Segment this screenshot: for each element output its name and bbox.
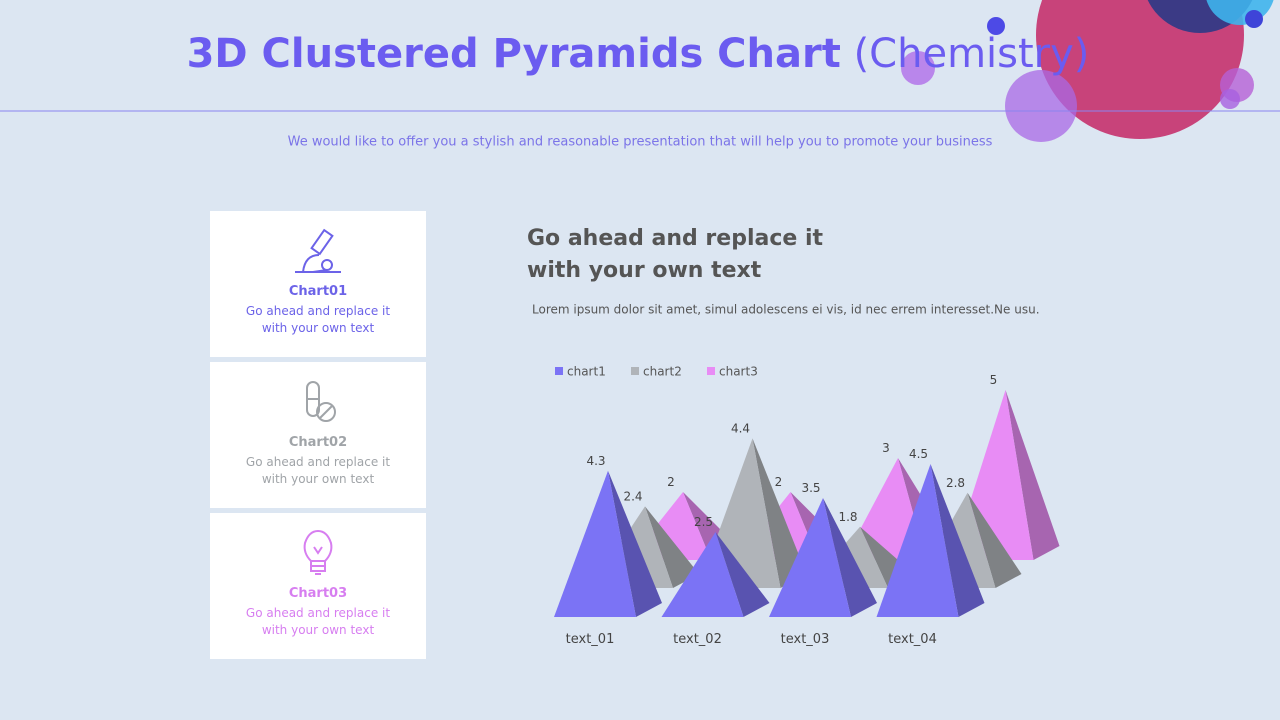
icon-microscope: [295, 228, 341, 273]
card-title: Chart02: [288, 435, 348, 450]
pyramid-side: [823, 498, 877, 617]
bubble: [1245, 10, 1263, 28]
pyramid-side: [967, 492, 1022, 588]
legend-swatch: [555, 367, 563, 375]
value-label: 4.5: [909, 447, 928, 461]
x-tick-label: text_04: [888, 632, 937, 647]
body-text: Lorem ipsum dolor sit amet, simul adoles…: [532, 303, 1040, 317]
legend-label: chart1: [567, 365, 606, 379]
value-label: 3.5: [801, 481, 820, 495]
card-title: Chart03: [288, 586, 348, 601]
value-label: 4.4: [731, 421, 750, 435]
bubble: [901, 51, 935, 85]
subtitle: We would like to offer you a stylish and…: [288, 135, 993, 150]
value-label: 2.8: [946, 476, 965, 490]
x-tick-label: text_01: [566, 632, 615, 647]
title: 3D Clustered Pyramids Chart (Chemistry): [187, 31, 1090, 77]
pyramid-side: [715, 532, 770, 617]
pyramid-side: [930, 464, 985, 617]
legend-swatch: [707, 367, 715, 375]
value-label: 2.5: [694, 515, 713, 529]
x-tick-label: text_02: [673, 632, 722, 647]
legend-swatch: [631, 367, 639, 375]
legend-label: chart3: [719, 365, 758, 379]
card-title: Chart01: [288, 284, 348, 299]
value-label: 2.4: [623, 489, 642, 503]
pyramid-side: [608, 470, 662, 617]
pyramid-side: [645, 506, 699, 588]
icon-bulb: [303, 529, 333, 575]
title-main: 3D Clustered Pyramids Chart: [187, 31, 841, 77]
value-label: 2: [775, 475, 783, 489]
bubble: [1005, 70, 1077, 142]
value-label: 5: [990, 373, 998, 387]
pyramid-front: [661, 532, 744, 617]
pyramid-front: [876, 464, 959, 617]
value-label: 4.3: [586, 454, 605, 468]
card-text: Go ahead and replace it with your own te…: [245, 455, 391, 486]
pyramid-side: [752, 438, 807, 588]
pyramid-side: [1005, 390, 1060, 560]
bubble: [1036, 0, 1244, 139]
heading: Go ahead and replace it with your own te…: [527, 226, 824, 283]
card: Chart02 Go ahead and replace it with you…: [210, 362, 426, 508]
bubble: [1220, 89, 1240, 109]
bubble: [987, 17, 1005, 35]
pyramid-front: [554, 470, 636, 617]
value-label: 2: [667, 475, 675, 489]
value-label: 3: [882, 441, 890, 455]
legend-label: chart2: [643, 365, 682, 379]
card-text: Go ahead and replace it with your own te…: [245, 304, 391, 335]
value-label: 1.8: [838, 510, 857, 524]
card: Chart03 Go ahead and replace it with you…: [210, 513, 426, 659]
icon-pill: [306, 381, 336, 422]
pyramid-front: [769, 498, 851, 617]
title-sub: (Chemistry): [854, 31, 1090, 77]
x-tick-label: text_03: [781, 632, 830, 647]
card: Chart01 Go ahead and replace it with you…: [210, 211, 426, 357]
card-text: Go ahead and replace it with your own te…: [245, 606, 391, 637]
